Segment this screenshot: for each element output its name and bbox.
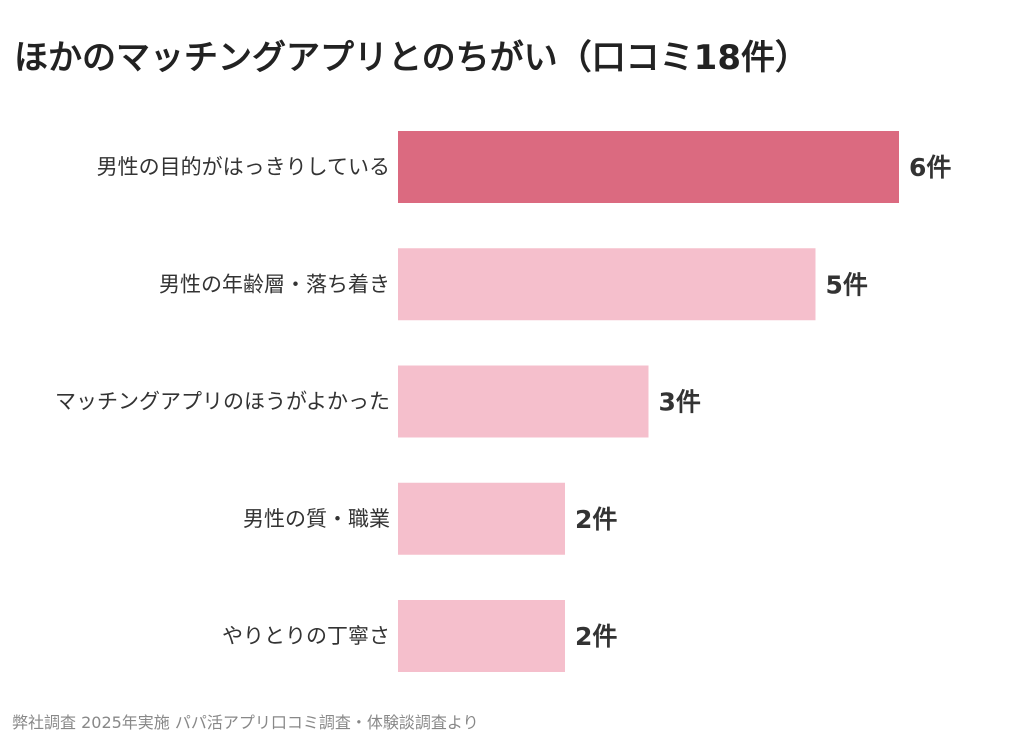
bar-4	[398, 482, 565, 555]
category-label: マッチングアプリのほうがよかった	[55, 390, 390, 414]
value-label: 3件	[659, 388, 701, 417]
bar-2	[398, 248, 816, 321]
bar-5	[398, 600, 565, 672]
value-label: 2件	[575, 505, 617, 534]
bar-1	[398, 131, 899, 203]
source-note: 弊社調査 2025年実施 パパ活アプリ口コミ調査・体験談調査より	[12, 713, 479, 732]
value-label: 2件	[575, 622, 617, 651]
category-label: やりとりの丁寧さ	[222, 624, 390, 648]
category-label: 男性の質・職業	[243, 507, 390, 531]
category-label: 男性の目的がはっきりしている	[97, 155, 390, 179]
value-label: 6件	[909, 153, 951, 182]
category-label: 男性の年齢層・落ち着き	[159, 272, 390, 296]
value-label: 5件	[826, 270, 868, 299]
bar-3	[398, 365, 649, 438]
chart-title: ほかのマッチングアプリとのちがい（口コミ18件）	[14, 38, 809, 78]
